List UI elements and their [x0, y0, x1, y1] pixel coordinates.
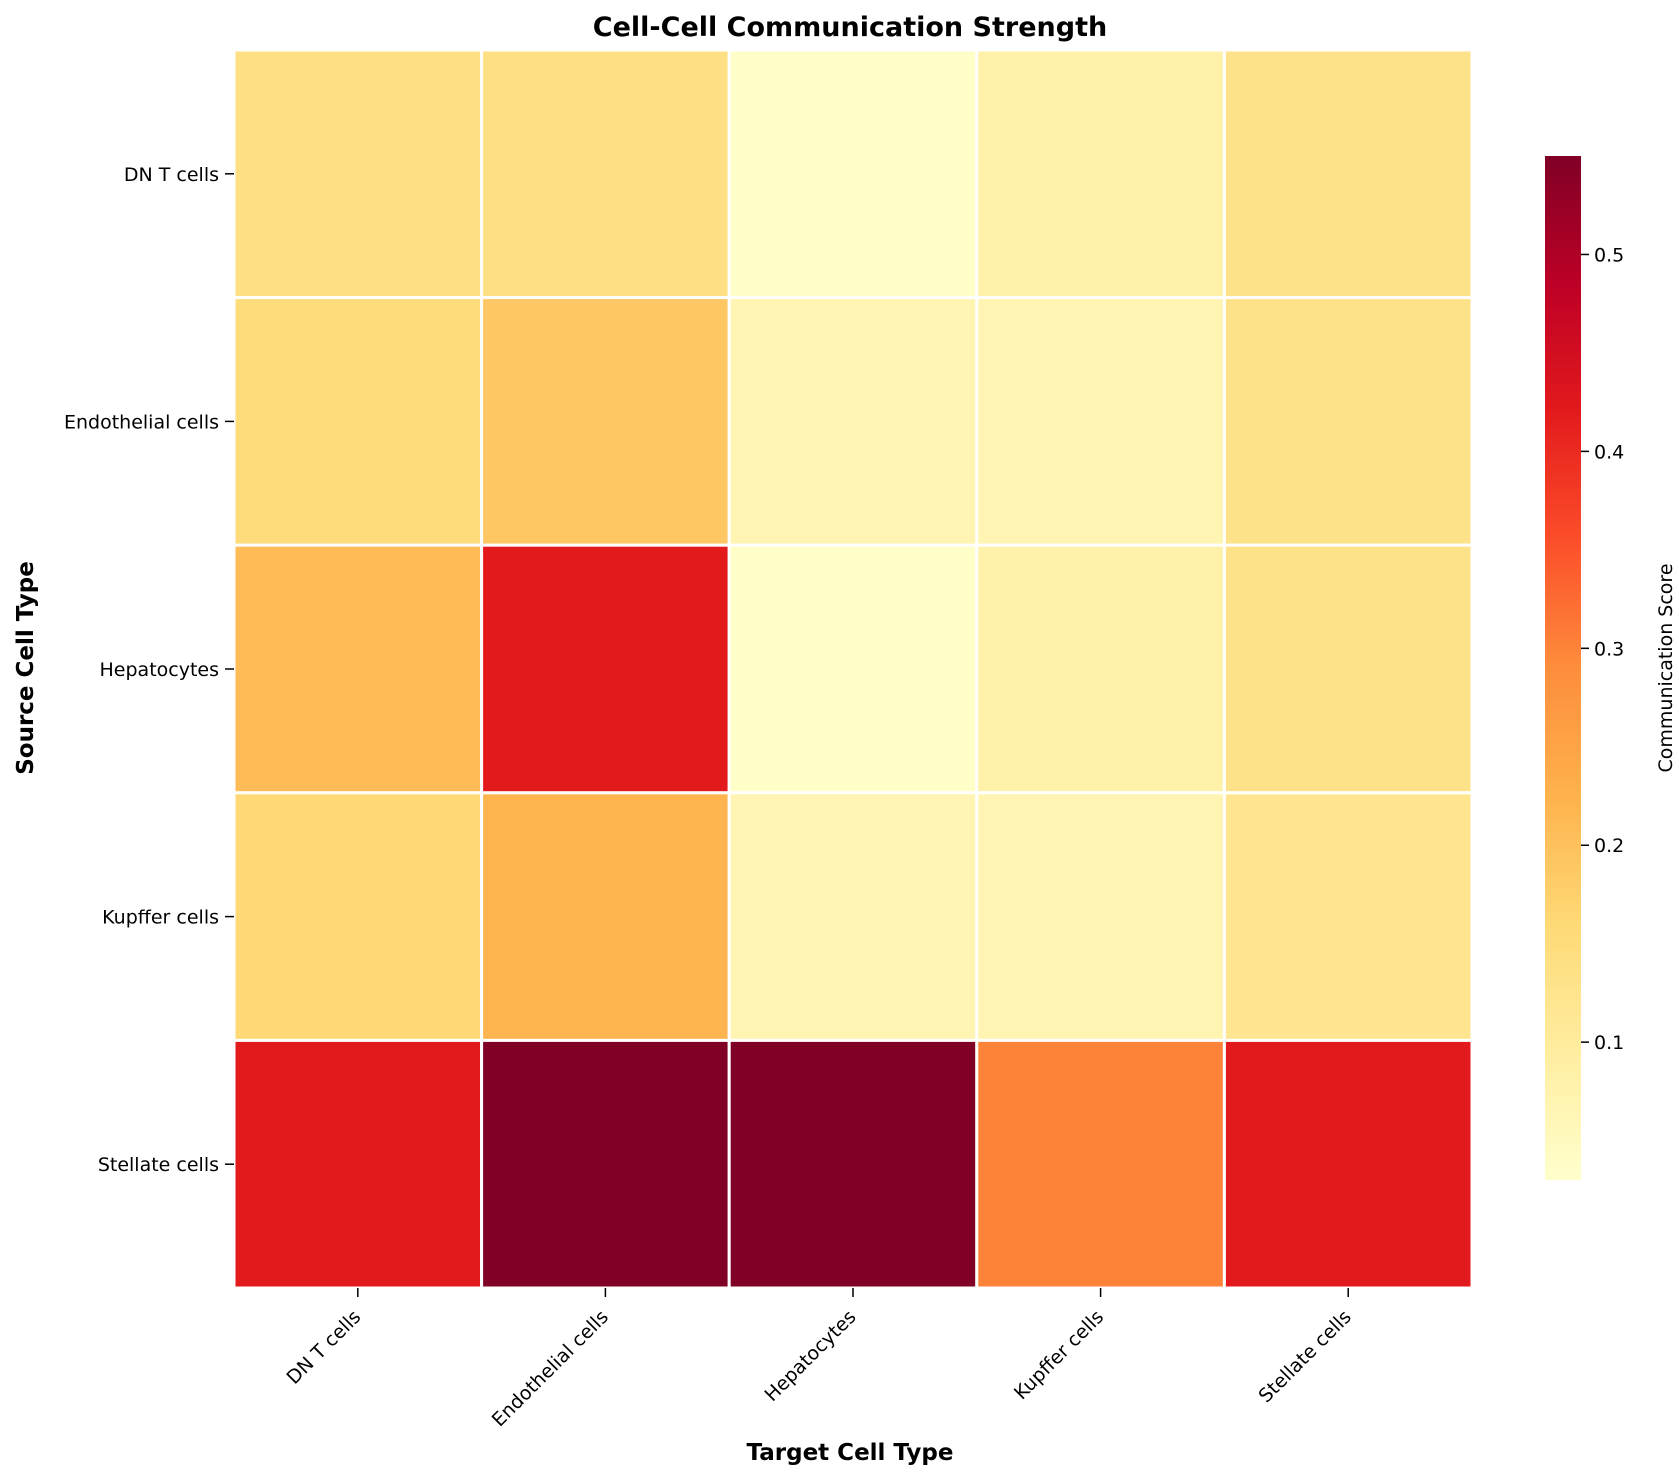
x-axis-label: Target Cell Type	[747, 1440, 954, 1466]
heatmap-cell	[480, 791, 731, 1042]
colorbar-ticks: 0.1 0.2 0.3 0.4 0.5	[1581, 244, 1624, 1054]
x-tick-label: Stellate cells	[1254, 1306, 1355, 1407]
chart-title: Cell-Cell Communication Strength	[593, 12, 1107, 43]
heatmap-cell	[480, 296, 731, 547]
x-axis-ticks: DN T cells Endothelial cells Hepatocytes Ku…	[283, 1288, 1356, 1431]
heatmap-cell	[975, 1038, 1226, 1290]
y-axis-label: Source Cell Type	[13, 561, 39, 775]
y-tick-label: Kupffer cells	[102, 907, 219, 929]
heatmap-cell	[480, 1038, 731, 1290]
y-tick-label: Hepatocytes	[100, 659, 219, 681]
heatmap-cell	[480, 48, 731, 300]
colorbar-gradient	[1545, 156, 1581, 1180]
y-tick-label: Endothelial cells	[64, 411, 219, 433]
heatmap-cell	[1222, 543, 1474, 795]
heatmap-cell	[232, 543, 484, 795]
x-tick-label: DN T cells	[283, 1306, 366, 1389]
heatmap-cell	[975, 48, 1226, 300]
heatmap-cell	[232, 48, 484, 300]
colorbar-tick-label: 0.1	[1594, 1032, 1624, 1054]
colorbar-tick-label: 0.3	[1594, 638, 1624, 660]
heatmap-cell	[1222, 296, 1474, 547]
x-tick-label: Endothelial cells	[488, 1306, 613, 1431]
colorbar-tick-label: 0.5	[1594, 244, 1624, 266]
heatmap-cell	[232, 296, 484, 547]
heatmap-cell	[480, 543, 731, 795]
heatmap-cell	[1222, 791, 1474, 1042]
y-tick-label: Stellate cells	[98, 1154, 219, 1176]
heatmap-cell	[727, 296, 979, 547]
colorbar-tick-label: 0.4	[1594, 441, 1624, 463]
x-tick-label: Kupffer cells	[1010, 1306, 1108, 1404]
heatmap-cell	[232, 791, 484, 1042]
heatmap-cell	[1222, 1038, 1474, 1290]
heatmap-cell	[975, 543, 1226, 795]
heatmap-cell	[727, 1038, 979, 1290]
heatmap-cell	[232, 1038, 484, 1290]
colorbar-tick-label: 0.2	[1594, 835, 1624, 857]
y-tick-label: DN T cells	[124, 164, 219, 186]
x-tick-label: Hepatocytes	[760, 1306, 860, 1406]
heatmap-cell	[727, 48, 979, 300]
heatmap-cells	[232, 48, 1474, 1290]
heatmap-cell	[975, 791, 1226, 1042]
heatmap-cell	[975, 296, 1226, 547]
heatmap-cell	[727, 791, 979, 1042]
heatmap-cell	[727, 543, 979, 795]
colorbar: 0.1 0.2 0.3 0.4 0.5 Communication Score	[1545, 156, 1677, 1180]
y-axis-ticks: DN T cells Endothelial cells Hepatocytes Ku…	[64, 164, 234, 1176]
heatmap-cell	[1222, 48, 1474, 300]
colorbar-label: Communication Score	[1655, 563, 1677, 772]
